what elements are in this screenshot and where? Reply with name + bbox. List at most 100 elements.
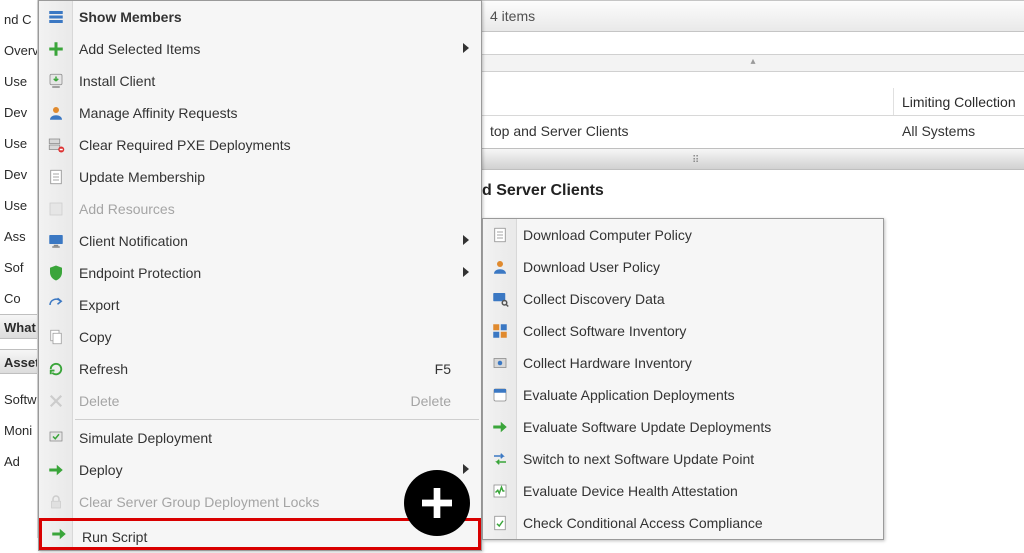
strip-section[interactable]: Asset [0,349,37,374]
submenu-item-label: Collect Software Inventory [523,323,686,339]
menu-item-endpoint-protection[interactable]: Endpoint Protection [39,257,481,289]
menu-item-label: Endpoint Protection [79,265,201,281]
plus-icon [417,483,457,523]
submenu-item-download-user-policy[interactable]: Download User Policy [483,251,883,283]
strip-item[interactable]: nd C [0,4,37,35]
menu-item-label: Copy [79,329,112,345]
menu-item-label: Refresh [79,361,128,377]
strip-item[interactable]: Moni [0,415,37,446]
switch-icon [489,448,511,470]
submenu-item-label: Download User Policy [523,259,660,275]
monitor-icon [45,230,67,252]
items-count: 4 items [490,8,535,24]
submenu-item-label: Evaluate Software Update Deployments [523,419,771,435]
menu-item-label: Install Client [79,73,155,89]
detail-title: d Server Clients [482,182,604,200]
sim-icon [45,427,67,449]
menu-item-add-resources: Add Resources [39,193,481,225]
menu-item-export[interactable]: Export [39,289,481,321]
hw-icon [489,352,511,374]
menu-item-clear-required-pxe-deployments[interactable]: Clear Required PXE Deployments [39,129,481,161]
strip-item[interactable]: Co [0,283,37,314]
strip-section[interactable]: What [0,314,37,339]
pane-expander[interactable]: ▴ [482,54,1024,72]
menu-item-label: Run Script [82,529,147,545]
submenu-arrow-icon [463,267,469,277]
strip-item[interactable]: Use [0,128,37,159]
submenu-item-collect-software-inventory[interactable]: Collect Software Inventory [483,315,883,347]
menu-item-label: Add Resources [79,201,175,217]
results-header-bar: 4 items [482,0,1024,32]
annotation-plus-badge [404,470,470,536]
splitter-bar[interactable]: ⠿ [482,148,1024,170]
menu-item-simulate-deployment[interactable]: Simulate Deployment [39,422,481,454]
menu-item-label: Manage Affinity Requests [79,105,238,121]
refresh-icon [45,358,67,380]
menu-item-client-notification[interactable]: Client Notification [39,225,481,257]
submenu-item-collect-discovery-data[interactable]: Collect Discovery Data [483,283,883,315]
menu-item-show-members[interactable]: Show Members [39,1,481,33]
submenu-item-label: Evaluate Device Health Attestation [523,483,738,499]
column-header-limiting[interactable]: Limiting Collection [894,88,1024,115]
left-nav-strip: nd C Overv Use Dev Use Dev Use Ass Sof C… [0,0,38,538]
menu-item-label: Export [79,297,119,313]
submenu-item-label: Switch to next Software Update Point [523,451,754,467]
submenu-item-label: Download Computer Policy [523,227,692,243]
copy-icon [45,326,67,348]
submenu-item-label: Evaluate Application Deployments [523,387,735,403]
menu-item-label: Deploy [79,462,123,478]
sheet-icon [45,166,67,188]
menu-item-delete: Delete Delete [39,385,481,417]
submenu-item-label: Check Conditional Access Compliance [523,515,763,531]
column-header-name[interactable] [482,88,894,115]
menu-item-label: Add Selected Items [79,41,200,57]
monitor-search-icon [489,288,511,310]
menu-item-label: Clear Required PXE Deployments [79,137,291,153]
lock-faded-icon [45,491,67,513]
menu-item-refresh[interactable]: RefreshF5 [39,353,481,385]
strip-item[interactable]: Ass [0,221,37,252]
strip-item[interactable]: Use [0,190,37,221]
client-notification-submenu: Download Computer Policy Download User Po… [482,218,884,540]
server-clear-icon [45,134,67,156]
plus-green-icon [45,38,67,60]
person-icon [489,256,511,278]
menu-item-label: Show Members [79,9,182,25]
strip-item[interactable]: Dev [0,97,37,128]
chevron-up-icon: ▴ [750,56,755,67]
submenu-item-check-conditional-access-compliance[interactable]: Check Conditional Access Compliance [483,507,883,539]
submenu-item-collect-hardware-inventory[interactable]: Collect Hardware Inventory [483,347,883,379]
submenu-item-label: Collect Discovery Data [523,291,665,307]
menu-item-update-membership[interactable]: Update Membership [39,161,481,193]
menu-item-add-selected-items[interactable]: Add Selected Items [39,33,481,65]
collection-row[interactable]: top and Server Clients All Systems [482,116,1024,146]
strip-item[interactable]: Dev [0,159,37,190]
submenu-item-evaluate-software-update-deployments[interactable]: Evaluate Software Update Deployments [483,411,883,443]
members-icon [45,6,67,28]
boxes-icon [489,320,511,342]
strip-item[interactable]: Sof [0,252,37,283]
menu-separator [75,419,479,420]
strip-item[interactable]: Softw [0,384,37,415]
health-icon [489,480,511,502]
strip-item[interactable]: Use [0,66,37,97]
arrow-right-green-icon [489,416,511,438]
x-faded-icon [45,390,67,412]
row-name-cell: top and Server Clients [482,116,894,146]
faded-icon [45,198,67,220]
strip-item[interactable]: Overv [0,35,37,66]
menu-shortcut: Delete [411,385,451,417]
menu-item-copy[interactable]: Copy [39,321,481,353]
submenu-item-download-computer-policy[interactable]: Download Computer Policy [483,219,883,251]
submenu-item-switch-to-next-software-update-point[interactable]: Switch to next Software Update Point [483,443,883,475]
person-icon [45,102,67,124]
strip-item[interactable]: Ad [0,446,37,477]
arrow-right-green-icon [45,459,67,481]
menu-item-manage-affinity-requests[interactable]: Manage Affinity Requests [39,97,481,129]
menu-item-install-client[interactable]: Install Client [39,65,481,97]
submenu-arrow-icon [463,43,469,53]
app-icon [489,384,511,406]
submenu-item-evaluate-application-deployments[interactable]: Evaluate Application Deployments [483,379,883,411]
menu-item-label: Delete [79,393,119,409]
submenu-item-evaluate-device-health-attestation[interactable]: Evaluate Device Health Attestation [483,475,883,507]
